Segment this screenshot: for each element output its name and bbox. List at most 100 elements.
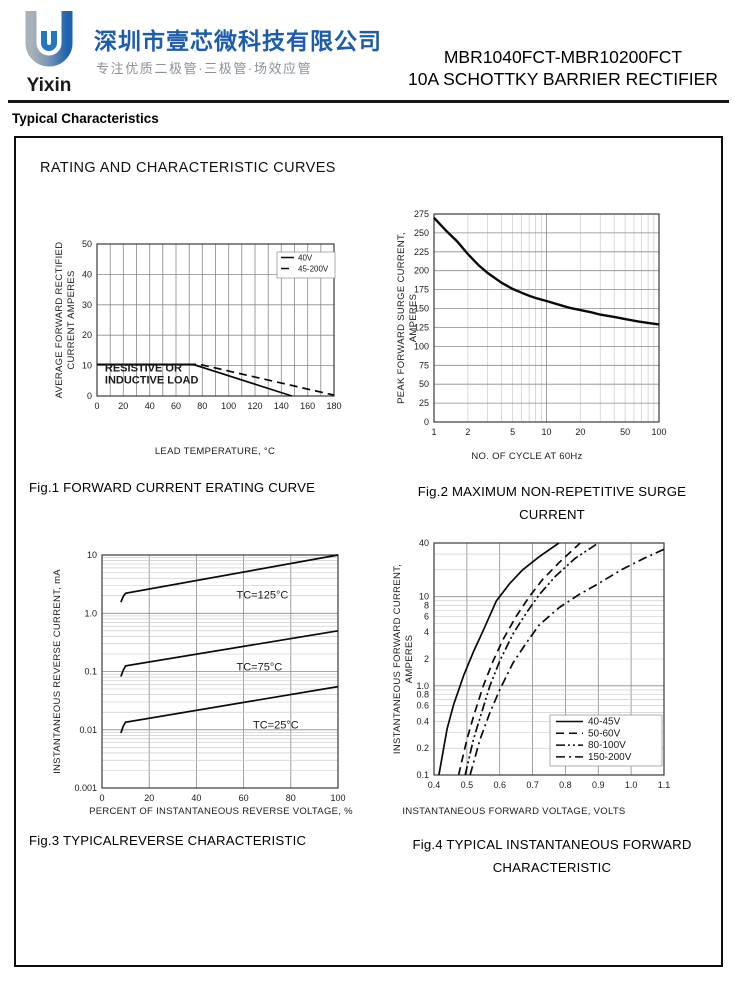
- fig2-caption: Fig.2 MAXIMUM NON-REPETITIVE SURGE CURRE…: [382, 480, 722, 526]
- svg-text:40: 40: [191, 793, 201, 803]
- svg-text:0.8: 0.8: [559, 780, 572, 790]
- svg-text:0.01: 0.01: [79, 725, 97, 735]
- svg-text:160: 160: [300, 401, 315, 411]
- svg-text:1.0: 1.0: [416, 681, 429, 691]
- svg-text:0.7: 0.7: [526, 780, 539, 790]
- series-curves: [120, 554, 339, 734]
- product-subtitle: 10A SCHOTTKY BARRIER RECTIFIER: [408, 69, 718, 89]
- plot-frame: [433, 213, 660, 423]
- fig4-caption-line2: CHARACTERISTIC: [492, 860, 612, 875]
- svg-text:0.4: 0.4: [416, 716, 429, 726]
- company-tagline: 专注优质二极管·三极管·场效应管: [96, 61, 313, 76]
- x-axis-label: PERCENT OF INSTANTANEOUS REVERSE VOLTAGE…: [89, 806, 353, 817]
- fig1-caption: Fig.1 FORWARD CURRENT ERATING CURVE: [29, 480, 316, 495]
- y-axis-label: AMPERES: [404, 635, 415, 684]
- svg-text:0: 0: [94, 401, 99, 411]
- svg-text:80: 80: [286, 793, 296, 803]
- svg-text:0.1: 0.1: [416, 770, 429, 780]
- fig2-caption-line2: CURRENT: [519, 507, 585, 522]
- x-axis-label: LEAD TEMPERATURE, °C: [155, 446, 275, 457]
- fig4-caption-line1: Fig.4 TYPICAL INSTANTANEOUS FORWARD: [412, 837, 692, 852]
- y-axis-label: PEAK FORWARD SURGE CURRENT,: [396, 232, 407, 404]
- svg-text:10: 10: [87, 550, 97, 560]
- y-axis-label: AMPERES: [408, 294, 419, 343]
- svg-text:0.8: 0.8: [416, 690, 429, 700]
- logo-inner-u: [41, 31, 57, 51]
- svg-text:20: 20: [82, 330, 92, 340]
- svg-text:180: 180: [326, 401, 341, 411]
- svg-text:20: 20: [118, 401, 128, 411]
- fig4-forward-characteristic-chart: 0.4 0.5 0.6 0.7 0.8 0.9 1.0 1.1401086421.00.80.…: [392, 538, 670, 817]
- svg-text:1.0: 1.0: [625, 780, 638, 790]
- tick-labels: 0 20 40 60 80 100 120 140 160 180 0 10 20 30 40 50: [82, 239, 342, 411]
- svg-text:10: 10: [82, 361, 92, 371]
- yixin-logo: Yixin: [25, 11, 73, 96]
- svg-text:250: 250: [414, 228, 429, 238]
- svg-text:60: 60: [171, 401, 181, 411]
- y-axis-label: INSTANTANEOUS FORWARD CURRENT,: [392, 564, 403, 754]
- svg-text:5: 5: [510, 427, 515, 437]
- svg-text:0.4: 0.4: [428, 780, 441, 790]
- svg-text:8: 8: [424, 600, 429, 610]
- x-axis-label: NO. OF CYCLE AT 60Hz: [471, 451, 582, 462]
- svg-text:0.6: 0.6: [416, 701, 429, 711]
- svg-text:275: 275: [414, 209, 429, 219]
- svg-text:0.9: 0.9: [592, 780, 605, 790]
- curve-TC125C: [120, 554, 339, 603]
- logo-outer-u: [25, 11, 73, 67]
- plot-frame: [101, 554, 339, 789]
- tick-labels: 0 20 40 60 80 100 10 1.0 0.1 0.01 0.001: [74, 550, 345, 803]
- svg-text:0.6: 0.6: [493, 780, 506, 790]
- svg-text:0: 0: [99, 793, 104, 803]
- svg-text:50-60V: 50-60V: [588, 728, 621, 739]
- annotation: TC=125°C: [237, 589, 289, 601]
- svg-text:100: 100: [651, 427, 666, 437]
- svg-text:4: 4: [424, 627, 429, 637]
- svg-text:6: 6: [424, 612, 429, 622]
- series-curves: [97, 363, 335, 397]
- svg-text:50: 50: [419, 379, 429, 389]
- svg-text:40: 40: [419, 538, 429, 548]
- svg-text:50: 50: [82, 239, 92, 249]
- svg-text:175: 175: [414, 285, 429, 295]
- svg-text:120: 120: [247, 401, 262, 411]
- svg-text:80-100V: 80-100V: [588, 740, 626, 751]
- svg-text:0.1: 0.1: [84, 667, 97, 677]
- part-title-block: MBR1040FCT-MBR10200FCT 10A SCHOTTKY BARR…: [398, 46, 728, 90]
- company-name: 深圳市壹芯微科技有限公司: [94, 28, 382, 54]
- svg-text:30: 30: [82, 300, 92, 310]
- y-axis-label: AVERAGE FORWARD RECTIFIED: [54, 242, 65, 399]
- svg-text:20: 20: [144, 793, 154, 803]
- annotation: TC=25°C: [253, 720, 299, 732]
- series-curves: [438, 542, 665, 776]
- svg-text:25: 25: [419, 398, 429, 408]
- section-heading: Typical Characteristics: [12, 111, 159, 126]
- curve-TC75C: [120, 629, 339, 677]
- tick-labels: 0.4 0.5 0.6 0.7 0.8 0.9 1.0 1.1401086421.00.80.…: [416, 538, 670, 790]
- curve-surge-current: [433, 216, 660, 326]
- svg-text:100: 100: [221, 401, 236, 411]
- svg-text:2: 2: [424, 654, 429, 664]
- annotation: INDUCTIVE LOAD: [105, 375, 199, 387]
- svg-text:75: 75: [419, 360, 429, 370]
- series-curves: [433, 216, 660, 326]
- svg-text:150: 150: [414, 304, 429, 314]
- svg-text:0: 0: [87, 391, 92, 401]
- svg-text:0.2: 0.2: [416, 743, 429, 753]
- svg-text:1.0: 1.0: [84, 608, 97, 618]
- svg-text:100: 100: [330, 793, 345, 803]
- svg-text:1: 1: [431, 427, 436, 437]
- svg-text:40: 40: [82, 269, 92, 279]
- curve-80-100V: [464, 542, 599, 776]
- svg-text:150-200V: 150-200V: [588, 752, 632, 763]
- svg-text:100: 100: [414, 341, 429, 351]
- y-axis-label: CURRENT AMPERES: [66, 270, 77, 369]
- svg-text:0.001: 0.001: [74, 783, 97, 793]
- fig1-forward-current-derating-chart: 0 20 40 60 80 100 120 140 160 180 0 10 20 30 40 50 AVERA…: [54, 239, 342, 457]
- x-axis-label: INSTANTANEOUS FORWARD VOLTAGE, VOLTS: [402, 806, 625, 817]
- svg-text:40V: 40V: [298, 254, 313, 263]
- plot-frame: [96, 243, 335, 397]
- header-rule: [8, 100, 729, 103]
- svg-text:10: 10: [541, 427, 551, 437]
- svg-text:40-45V: 40-45V: [588, 717, 621, 728]
